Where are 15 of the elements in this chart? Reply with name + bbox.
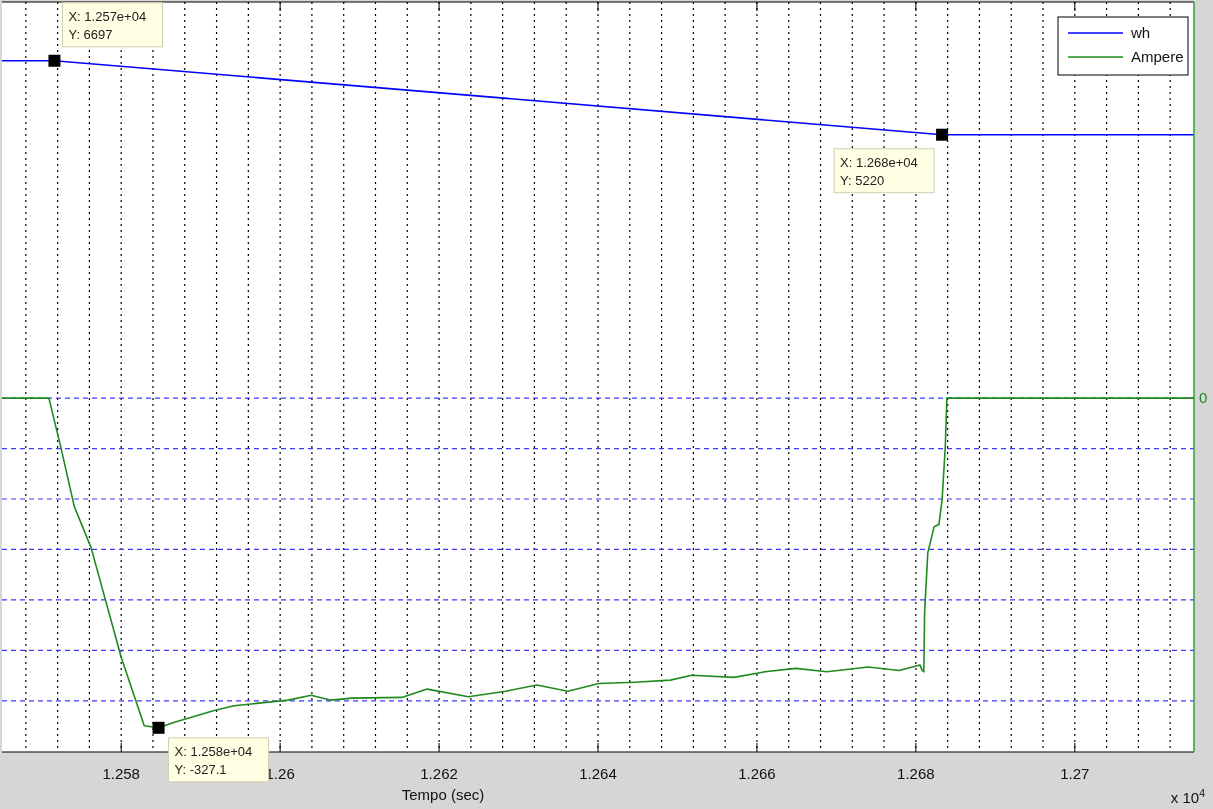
x-tick-label: 1.258 — [102, 765, 140, 782]
x-tick-label: 1.264 — [579, 765, 617, 782]
x-tick-label: 1.266 — [738, 765, 776, 782]
annotation: X: 1.268e+04 Y: 5220 — [840, 154, 918, 188]
text: X: 1.257e+04 Y: 6697 — [68, 8, 147, 42]
x-tick-label: 1.26 — [265, 765, 295, 782]
text: x 10$^{4}$ — [1170, 787, 1206, 806]
x-tick-label: 1.262 — [420, 765, 458, 782]
x-tick-label: 1.27 — [1060, 765, 1090, 782]
x-axis-title: Tempo (sec) — [401, 786, 485, 803]
x-tick-label: 1.268 — [897, 765, 935, 782]
annotation: X: 1.258e+04 Y: -327.1 — [174, 743, 253, 777]
legend-label: wh — [1130, 24, 1151, 41]
legend-label: Ampere — [1131, 48, 1184, 65]
text: 0 — [1199, 389, 1208, 407]
